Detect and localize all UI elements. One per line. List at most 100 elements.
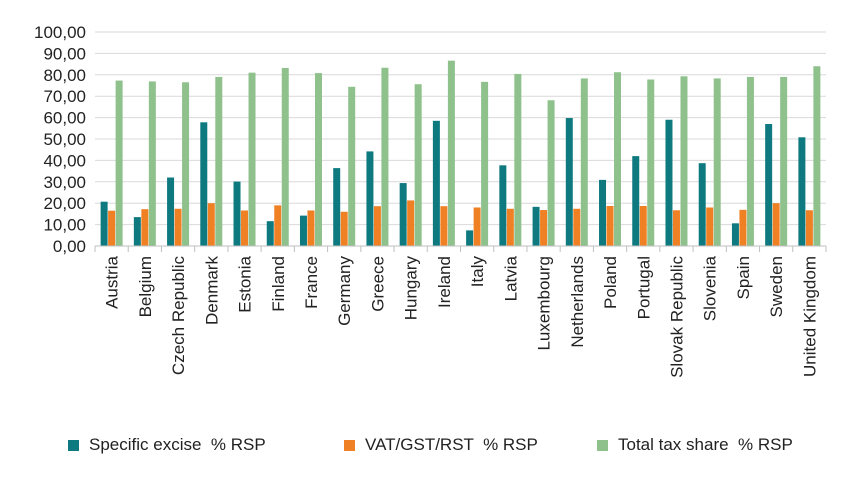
y-tick-label: 10,00 (43, 216, 86, 235)
bar-specific-excise (466, 230, 474, 246)
bar-specific-excise (665, 119, 673, 246)
bar-total-tax (680, 76, 688, 246)
x-category-label: Netherlands (568, 256, 587, 348)
bar-total-tax (780, 76, 788, 246)
bar-vat (373, 206, 381, 246)
x-category-label: Spain (734, 256, 753, 299)
bar-specific-excise (599, 179, 607, 246)
bar-total-tax (647, 79, 655, 247)
bar-specific-excise (532, 206, 540, 246)
bar-total-tax (115, 80, 123, 246)
bar-vat (207, 203, 215, 246)
bars (100, 60, 821, 247)
bar-vat (639, 205, 647, 246)
bar-vat (606, 205, 614, 246)
bar-total-tax (713, 78, 721, 246)
bar-total-tax (381, 67, 389, 246)
x-category-label: Hungary (402, 256, 421, 321)
bar-specific-excise (100, 201, 108, 246)
bar-specific-excise (798, 137, 806, 246)
x-axis: Austria Belgium Czech Republic Denmark Eston… (94, 245, 827, 378)
x-category-label: Slovenia (701, 255, 720, 321)
legend-swatch (597, 439, 608, 451)
x-category-label: Portugal (634, 256, 653, 319)
bar-total-tax (547, 100, 555, 247)
bar-total-tax (281, 67, 289, 247)
x-category-label: Denmark (202, 256, 221, 325)
bar-total-tax (414, 84, 422, 246)
bar-specific-excise (266, 221, 274, 246)
bar-vat (174, 208, 182, 246)
x-category-label: Luxembourg (535, 256, 554, 351)
x-category-label: Belgium (136, 256, 155, 317)
bar-vat (307, 210, 315, 246)
bar-total-tax (813, 66, 821, 247)
y-tick-label: 100,00 (34, 23, 86, 42)
x-category-label: Greece (368, 256, 387, 312)
bar-total-tax (614, 72, 622, 247)
y-tick-label: 20,00 (43, 194, 86, 213)
y-tick-label: 60,00 (43, 109, 86, 128)
bar-specific-excise (399, 183, 407, 246)
x-category-label: Finland (269, 256, 288, 312)
legend-item: Total tax share % RSP (597, 435, 793, 455)
bar-specific-excise (499, 165, 507, 246)
bar-total-tax (514, 73, 522, 246)
bar-specific-excise (167, 177, 175, 246)
bar-vat (241, 210, 249, 246)
bar-specific-excise (565, 118, 573, 246)
x-category-label: Latvia (501, 255, 520, 301)
x-category-label: Czech Republic (169, 256, 188, 376)
bar-specific-excise (366, 151, 374, 246)
bar-total-tax (215, 76, 223, 246)
y-tick-label: 0,00 (53, 237, 86, 256)
chart: 0,00 10,00 20,00 30,00 40,00 50,00 60,00 70,00 8… (34, 23, 827, 378)
bar-total-tax (182, 82, 190, 246)
legend-label: VAT/GST/RST % RSP (365, 435, 538, 454)
bar-vat (274, 205, 282, 246)
legend-label: Specific excise % RSP (89, 435, 266, 454)
bar-vat (739, 209, 747, 246)
bar-vat (473, 207, 481, 246)
x-category-label: Estonia (236, 255, 255, 312)
x-category-label: France (302, 256, 321, 309)
x-category-label: Poland (601, 256, 620, 309)
bar-vat (706, 207, 714, 246)
bar-vat (340, 211, 348, 246)
legend: Specific excise % RSP VAT/GST/RST % RSP To… (0, 435, 850, 459)
bar-total-tax (580, 78, 588, 246)
legend-swatch (68, 439, 79, 451)
x-category-label: Slovak Republic (667, 256, 686, 378)
bar-specific-excise (432, 120, 440, 246)
bar-total-tax (314, 73, 322, 246)
y-tick-label: 80,00 (43, 66, 86, 85)
bar-specific-excise (632, 156, 640, 246)
bar-vat (141, 209, 149, 246)
bar-vat (573, 208, 581, 246)
bar-total-tax (348, 86, 356, 246)
legend-item: Specific excise % RSP (68, 435, 266, 455)
x-category-label: Sweden (767, 256, 786, 317)
legend-swatch (344, 439, 355, 451)
bar-specific-excise (731, 223, 739, 246)
bar-specific-excise (299, 215, 307, 246)
bar-specific-excise (133, 217, 141, 246)
y-tick-label: 30,00 (43, 173, 86, 192)
bar-specific-excise (333, 168, 341, 246)
bar-specific-excise (698, 163, 706, 246)
bar-vat (540, 210, 548, 246)
legend-label: Total tax share % RSP (618, 435, 793, 454)
bar-total-tax (746, 76, 754, 246)
bar-vat (805, 210, 813, 246)
bar-vat (108, 210, 116, 246)
bar-specific-excise (233, 181, 241, 246)
x-category-label: Ireland (435, 256, 454, 308)
x-category-label: United Kingdom (800, 256, 819, 377)
legend-item: VAT/GST/RST % RSP (344, 435, 538, 455)
bar-vat (407, 200, 415, 246)
bar-vat (772, 203, 780, 246)
bar-specific-excise (200, 122, 208, 246)
x-category-label: Germany (335, 256, 354, 326)
bar-vat (440, 206, 448, 246)
bar-total-tax (148, 81, 156, 247)
